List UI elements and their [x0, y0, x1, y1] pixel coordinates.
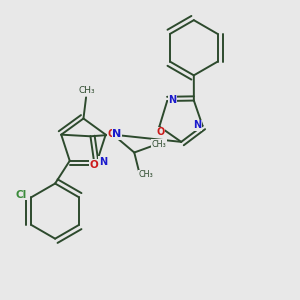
- Text: O: O: [156, 127, 164, 137]
- Text: CH₃: CH₃: [139, 170, 154, 179]
- Text: N: N: [193, 120, 201, 130]
- Text: CH₃: CH₃: [152, 140, 167, 149]
- Text: N: N: [99, 157, 107, 167]
- Text: Cl: Cl: [15, 190, 26, 200]
- Text: N: N: [112, 129, 122, 139]
- Text: N: N: [168, 95, 176, 105]
- Text: O: O: [107, 129, 116, 139]
- Text: O: O: [90, 160, 99, 170]
- Text: CH₃: CH₃: [79, 86, 95, 95]
